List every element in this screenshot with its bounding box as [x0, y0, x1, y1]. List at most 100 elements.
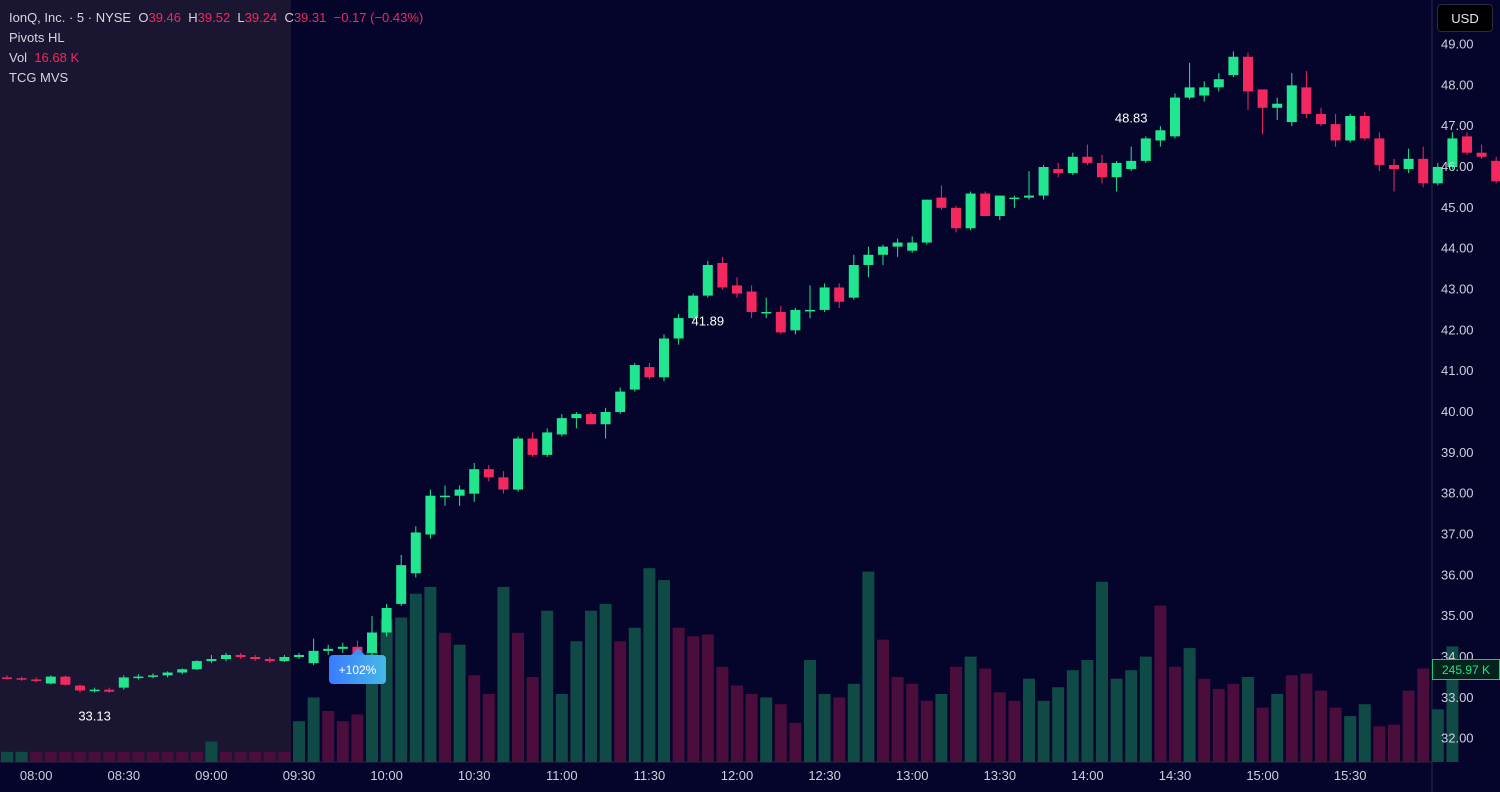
candle-body — [644, 367, 655, 378]
candle-body — [1184, 87, 1195, 98]
candle-body — [819, 287, 830, 310]
volume-bar — [687, 636, 700, 762]
volume-bar — [307, 697, 320, 762]
volume-bar — [585, 610, 597, 762]
time-tick-label: 12:00 — [721, 768, 754, 783]
price-axis[interactable]: 49.00 48.00 47.00 46.00 45.00 44.00 43.00 42.00… — [1441, 37, 1474, 746]
volume-bar — [1256, 707, 1269, 762]
volume-bar — [1344, 716, 1357, 762]
candle-body — [1257, 89, 1268, 108]
candle-body — [16, 678, 27, 680]
time-tick-label: 15:30 — [1334, 768, 1367, 783]
volume-bar — [1242, 677, 1254, 762]
volume-bar — [117, 751, 130, 762]
symbol-title[interactable]: IonQ, Inc. · 5 · NYSE — [9, 10, 132, 25]
candle-body — [951, 207, 961, 229]
candle-body — [250, 657, 261, 660]
volume-bar — [161, 751, 174, 762]
candle-body — [367, 632, 377, 653]
volume-bar — [15, 751, 28, 762]
volume-bar — [789, 722, 802, 762]
candle-body — [775, 311, 786, 333]
volume-bar — [877, 639, 889, 762]
volume-bar — [220, 751, 232, 762]
candle-body — [659, 338, 669, 378]
candle-body — [965, 193, 976, 229]
volume-bar — [263, 751, 276, 762]
candle-body — [1476, 152, 1487, 157]
candle-body — [1447, 138, 1458, 167]
volume-bar — [1227, 683, 1240, 762]
volume-bar — [351, 714, 364, 762]
candle-body — [294, 654, 304, 657]
time-tick-label: 09:00 — [195, 768, 228, 783]
indicator-pivots[interactable]: Pivots HL — [9, 30, 65, 45]
indicator-mvs[interactable]: TCG MVS — [9, 70, 69, 85]
price-tick-label: 48.00 — [1441, 77, 1474, 92]
candle-body — [746, 291, 757, 312]
candle-body — [337, 646, 348, 649]
close-label: C — [284, 10, 294, 25]
candle-body — [498, 477, 509, 490]
candle-body — [162, 672, 173, 676]
volume-bar — [964, 656, 977, 762]
candle-body — [31, 679, 42, 681]
volume-bar — [1373, 726, 1386, 762]
candle-body — [221, 654, 231, 660]
vol-label: Vol — [9, 50, 28, 65]
volume-bar — [1081, 660, 1094, 762]
open-value: 39.46 — [148, 10, 182, 25]
time-tick-label: 11:00 — [546, 768, 578, 783]
candle-body — [279, 657, 290, 662]
volume-bar — [862, 571, 875, 762]
candle-body — [1418, 158, 1429, 184]
price-tick-label: 43.00 — [1441, 282, 1474, 297]
volume-bar — [614, 641, 627, 762]
volume-bar — [424, 586, 437, 762]
candle-body — [75, 685, 85, 691]
volume-bar — [30, 751, 43, 762]
candle-body — [381, 608, 392, 633]
time-tick-label: 10:30 — [458, 768, 491, 783]
price-tick-label: 46.00 — [1441, 159, 1474, 174]
time-axis[interactable]: 08:00 08:30 09:00 09:30 10:00 10:30 11:00 11:30… — [20, 768, 1367, 783]
candle-body — [425, 495, 436, 535]
candle-body — [994, 195, 1005, 216]
low-value: 39.24 — [244, 10, 278, 25]
volume-bar — [599, 603, 612, 762]
volume-bar — [1066, 670, 1079, 762]
volume-bar — [760, 697, 773, 762]
candle-body — [790, 309, 801, 331]
volume-bar — [1183, 648, 1196, 762]
currency-button[interactable]: USD — [1437, 4, 1493, 32]
candle-body — [1009, 197, 1020, 200]
volume-bar — [293, 721, 305, 762]
volume-bar — [59, 751, 72, 762]
candle-body — [571, 414, 582, 419]
volume-bar — [1023, 678, 1035, 762]
volume-bar — [1198, 678, 1211, 762]
low-label: L — [237, 10, 245, 25]
candle-body — [878, 246, 888, 255]
price-tick-label: 40.00 — [1441, 404, 1474, 419]
candle-body — [410, 532, 421, 574]
volume-bar — [44, 751, 57, 762]
candle-body — [1345, 115, 1356, 141]
price-tick-label: 38.00 — [1441, 486, 1474, 501]
volume-bar — [1008, 700, 1021, 762]
volume-bar — [453, 644, 466, 762]
candle-body — [1111, 162, 1122, 178]
price-tick-label: 36.00 — [1441, 567, 1474, 582]
candle-body — [308, 650, 319, 664]
indicator-volume[interactable]: Vol 16.68 K — [9, 48, 423, 68]
candle-body — [1286, 85, 1297, 123]
candle-body — [454, 489, 465, 496]
vol-value: 16.68 K — [34, 50, 80, 65]
candle-body — [1403, 158, 1414, 170]
volume-bar — [1271, 694, 1284, 762]
candle-body — [1024, 195, 1034, 198]
volume-bar — [818, 694, 831, 762]
volume-bar — [1285, 675, 1298, 762]
time-tick-label: 15:00 — [1246, 768, 1279, 783]
